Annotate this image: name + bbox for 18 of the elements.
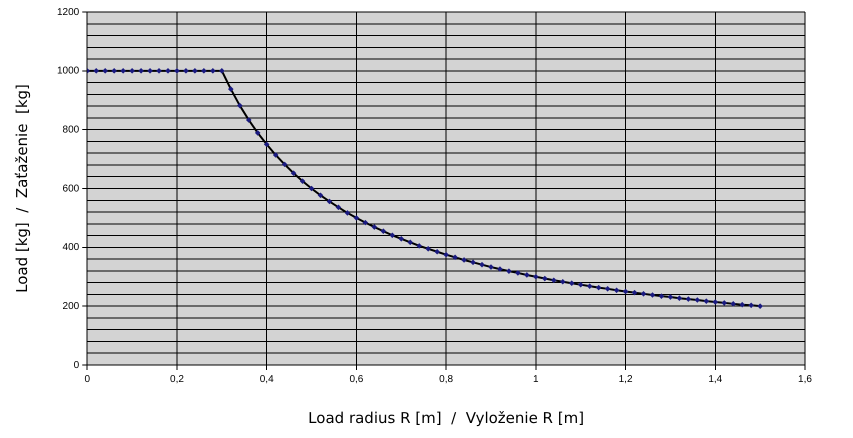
y-tick-label: 800 (62, 124, 80, 136)
x-tick-label: 0 (84, 374, 90, 385)
y-tick-label: 400 (62, 242, 80, 254)
y-tick-label: 1200 (56, 6, 80, 18)
x-tick-label: 0,8 (439, 374, 454, 385)
x-tick-label: 0,4 (260, 374, 274, 385)
y-tick-label: 200 (62, 300, 80, 312)
x-tick-label: 1,2 (618, 374, 633, 385)
x-tick-label: 0,2 (170, 374, 184, 385)
x-tick-label: 1 (533, 374, 540, 385)
y-tick-label: 1000 (56, 66, 80, 77)
x-axis-title: Load radius R [m] / Vyloženie R [m] (308, 408, 584, 427)
y-axis-title: Load [kg] / Zaťaženie [kg] (12, 84, 31, 293)
x-tick-label: 1,4 (708, 374, 723, 385)
x-tick-label: 0,6 (349, 374, 364, 385)
x-tick-label: 1,6 (798, 374, 812, 385)
y-tick-label: 600 (62, 183, 80, 194)
y-tick-label: 0 (74, 360, 80, 371)
